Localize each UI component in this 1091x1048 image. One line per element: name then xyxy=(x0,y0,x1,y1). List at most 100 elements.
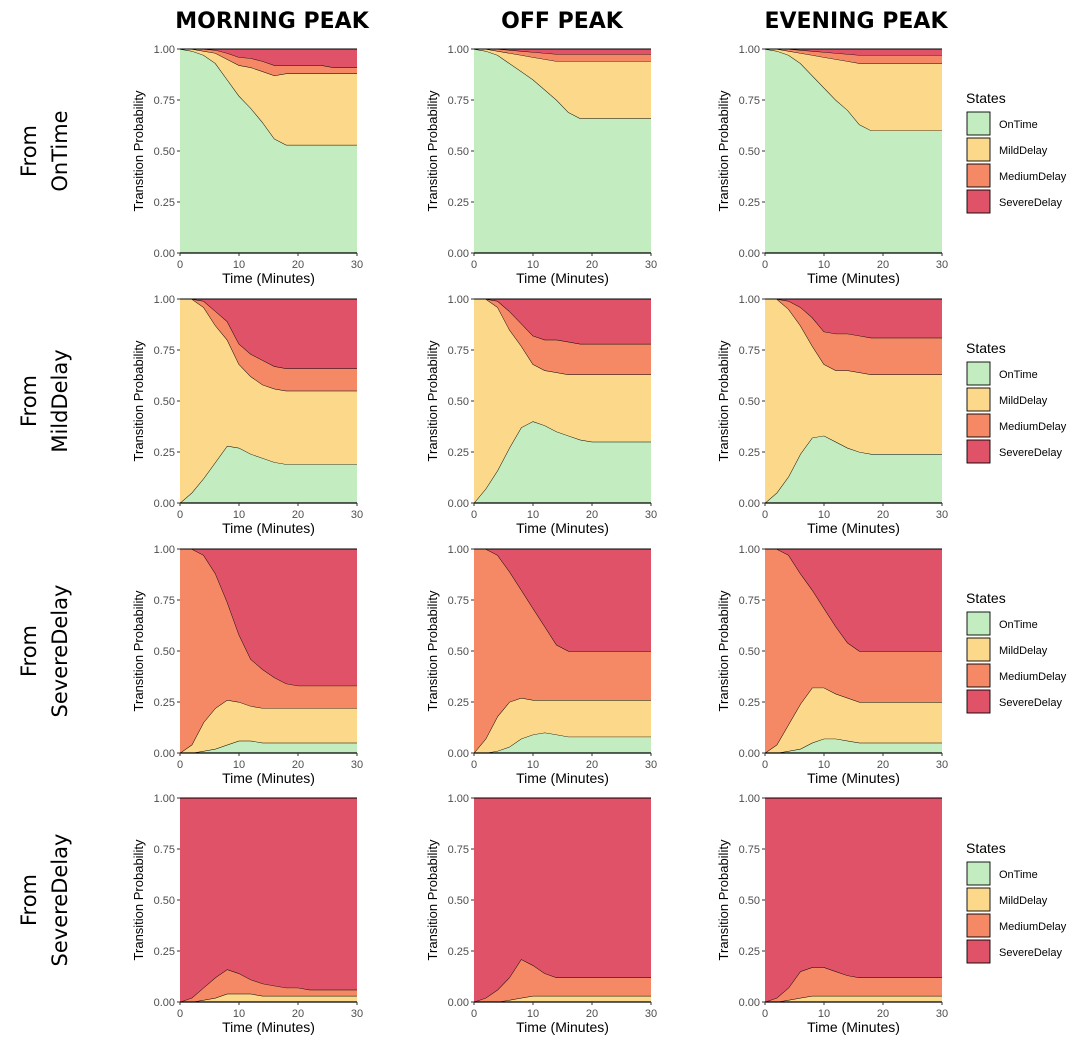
area-severedelay xyxy=(180,549,357,686)
area-ontime xyxy=(765,49,942,253)
x-axis-label: Time (Minutes) xyxy=(222,270,315,286)
legend-swatch-mediumdelay xyxy=(966,163,991,188)
y-tick-label: 1.00 xyxy=(154,793,175,805)
legend-swatch-ontime xyxy=(966,361,991,386)
x-tick-label: 20 xyxy=(292,1008,304,1020)
area-severedelay xyxy=(474,549,651,651)
y-tick-label: 0.00 xyxy=(154,748,175,760)
area-ontime xyxy=(765,738,942,753)
row-label-2: From MildDelay xyxy=(17,349,72,452)
y-tick-label: 0.75 xyxy=(739,345,760,357)
y-tick-label: 0.00 xyxy=(448,248,469,260)
y-tick-label: 0.75 xyxy=(739,95,760,107)
x-tick-label: 20 xyxy=(586,509,598,521)
y-tick-label: 0.00 xyxy=(448,997,469,1009)
legend-swatch-mediumdelay xyxy=(966,663,991,688)
x-axis-label: Time (Minutes) xyxy=(516,270,609,286)
x-tick-label: 30 xyxy=(936,759,948,771)
legend-swatch-milddelay xyxy=(966,387,991,412)
area-milddelay xyxy=(180,700,357,753)
y-tick-label: 1.00 xyxy=(739,544,760,556)
legend-swatch-milddelay xyxy=(966,637,991,662)
y-tick-label: 1.00 xyxy=(739,793,760,805)
y-axis-label: Transition Probability xyxy=(716,839,731,960)
x-tick-label: 10 xyxy=(818,1008,830,1020)
y-tick-label: 0.25 xyxy=(739,946,760,958)
panel-r2-c3: 0.00 0.25 0.50 0.75 1.00 0 10 20 30 Time (Minutes… xyxy=(716,294,948,536)
x-tick-label: 30 xyxy=(645,259,657,271)
y-tick-label: 1.00 xyxy=(739,44,760,56)
x-tick-label: 10 xyxy=(818,509,830,521)
panel-r3-c3: 0.00 0.25 0.50 0.75 1.00 0 10 20 30 Time (Minutes… xyxy=(716,544,948,786)
x-tick-label: 10 xyxy=(818,759,830,771)
area-ontime xyxy=(180,445,357,503)
y-tick-label: 0.00 xyxy=(739,748,760,760)
area-milddelay xyxy=(180,49,357,145)
y-tick-label: 0.00 xyxy=(154,498,175,510)
legend-swatch-severedelay xyxy=(966,439,991,464)
area-severedelay xyxy=(180,49,357,68)
x-tick-label: 10 xyxy=(233,1008,245,1020)
row-label-from: From xyxy=(17,375,41,427)
x-tick-label: 0 xyxy=(471,259,477,271)
x-tick-label: 30 xyxy=(645,1008,657,1020)
panel-r1-c2: 0.00 0.25 0.50 0.75 1.00 0 10 20 30 Time (Minutes… xyxy=(425,44,657,286)
area-severedelay xyxy=(180,798,357,1002)
x-tick-label: 20 xyxy=(292,759,304,771)
column-title-morning-peak: MORNING PEAK xyxy=(175,9,369,34)
area-mediumdelay xyxy=(765,299,942,375)
row-label-state: OnTime xyxy=(48,110,72,191)
x-tick-label: 30 xyxy=(351,509,363,521)
legend-title: States xyxy=(966,590,1006,606)
y-tick-label: 1.00 xyxy=(739,294,760,306)
x-tick-label: 30 xyxy=(351,759,363,771)
x-tick-label: 10 xyxy=(233,759,245,771)
y-tick-label: 0.75 xyxy=(739,595,760,607)
legend-row-2: States OnTime MildDelay MediumDelay SevereDe… xyxy=(966,340,1067,464)
area-milddelay xyxy=(180,993,357,1002)
legend-label-mediumdelay: MediumDelay xyxy=(999,421,1067,433)
y-tick-label: 1.00 xyxy=(448,294,469,306)
panel-r4-c3: 0.00 0.25 0.50 0.75 1.00 0 10 20 30 Time (Minutes… xyxy=(716,793,948,1035)
legend-swatch-milddelay xyxy=(966,137,991,162)
x-tick-label: 0 xyxy=(762,759,768,771)
y-tick-label: 0.25 xyxy=(154,447,175,459)
y-tick-label: 0.00 xyxy=(154,997,175,1009)
x-tick-label: 10 xyxy=(527,259,539,271)
row-label-state: SevereDelay xyxy=(48,585,72,718)
y-tick-label: 0.50 xyxy=(448,146,469,158)
legend-label-milddelay: MildDelay xyxy=(999,145,1048,157)
y-tick-label: 0.75 xyxy=(448,345,469,357)
legend-title: States xyxy=(966,340,1006,356)
y-axis-label: Transition Probability xyxy=(131,839,146,960)
area-severedelay xyxy=(474,49,651,55)
column-title-evening-peak: EVENING PEAK xyxy=(764,9,948,34)
legend-label-milddelay: MildDelay xyxy=(999,395,1048,407)
x-tick-label: 10 xyxy=(527,759,539,771)
legend-swatch-severedelay xyxy=(966,189,991,214)
area-mediumdelay xyxy=(180,549,357,753)
area-mediumdelay xyxy=(180,969,357,1002)
area-mediumdelay xyxy=(765,49,942,64)
x-tick-label: 20 xyxy=(877,1008,889,1020)
x-tick-label: 10 xyxy=(818,259,830,271)
x-tick-label: 10 xyxy=(233,259,245,271)
legend-swatch-ontime xyxy=(966,111,991,136)
area-milddelay xyxy=(474,299,651,503)
area-mediumdelay xyxy=(765,549,942,753)
y-tick-label: 0.25 xyxy=(154,697,175,709)
y-tick-label: 1.00 xyxy=(154,544,175,556)
row-label-from: From xyxy=(17,625,41,677)
panel-r1-c3: 0.00 0.25 0.50 0.75 1.00 0 10 20 30 Time (Minutes… xyxy=(716,44,948,286)
y-tick-label: 0.25 xyxy=(448,197,469,209)
x-tick-label: 30 xyxy=(936,1008,948,1020)
legends: States OnTime MildDelay MediumDelay SevereDe… xyxy=(966,90,1067,964)
area-ontime xyxy=(180,740,357,753)
y-tick-label: 0.25 xyxy=(739,697,760,709)
legend-label-milddelay: MildDelay xyxy=(999,645,1048,657)
x-tick-label: 20 xyxy=(586,1008,598,1020)
legend-swatch-mediumdelay xyxy=(966,913,991,938)
y-tick-label: 0.25 xyxy=(739,447,760,459)
